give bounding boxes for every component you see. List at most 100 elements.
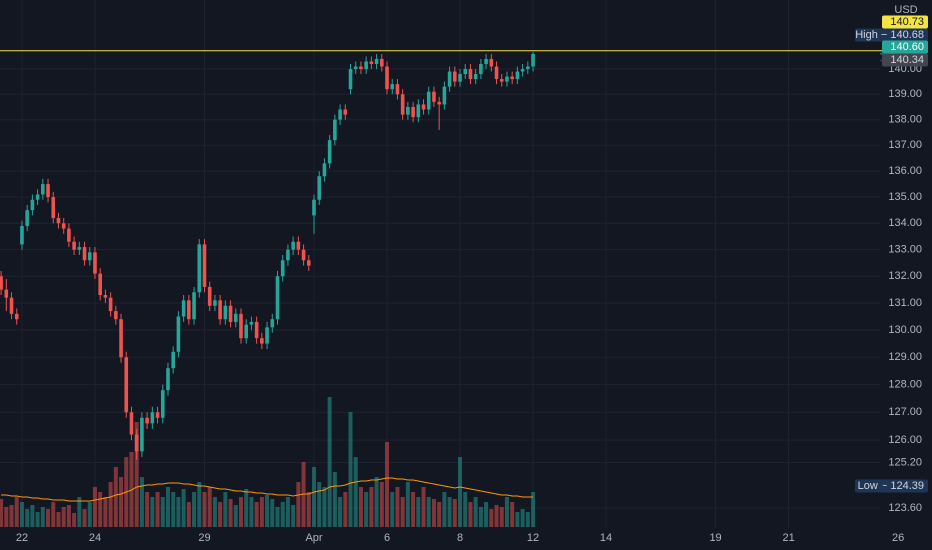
candle-body: [442, 86, 447, 105]
volume-bar: [150, 497, 155, 527]
volume-bar: [525, 512, 530, 527]
volume-bar: [82, 509, 87, 527]
candle-body: [479, 63, 483, 75]
candle-body: [400, 94, 405, 115]
volume-bar: [332, 472, 337, 527]
volume-bar: [134, 422, 139, 527]
volume-bar: [327, 397, 332, 527]
candle-body: [301, 249, 306, 261]
candle-body: [155, 412, 160, 418]
volume-bar: [374, 477, 379, 527]
candle-body: [145, 417, 149, 424]
x-tick-label: 6: [384, 532, 390, 544]
volume-bar: [489, 509, 494, 527]
y-tick-label: 129.00: [888, 351, 922, 363]
volume-bar: [426, 497, 431, 527]
candle-body: [411, 106, 415, 118]
volume-bar: [306, 492, 311, 527]
y-tick-label: 137.00: [888, 139, 922, 151]
candle-body: [327, 140, 332, 164]
volume-bar: [103, 497, 108, 527]
volume-bar: [186, 502, 191, 527]
candle-body: [390, 84, 395, 90]
volume-bar: [51, 502, 56, 527]
candle-body: [140, 417, 144, 452]
candle-body: [192, 292, 196, 320]
volume-bar: [238, 497, 243, 527]
candle-body: [171, 351, 175, 369]
candle-body: [249, 321, 254, 325]
candle-body: [526, 66, 530, 70]
y-tick-label: 138.00: [888, 114, 922, 126]
volume-bar: [77, 497, 82, 527]
candle-body: [510, 76, 514, 80]
volume-bar: [390, 492, 395, 527]
x-tick-label: 19: [709, 532, 721, 544]
candle-body: [87, 252, 92, 261]
candle-body: [286, 249, 290, 261]
volume-bar: [379, 482, 384, 527]
volume-bar: [181, 489, 186, 527]
price-tag-bg: [882, 15, 928, 29]
volume-bar: [98, 492, 103, 527]
candle-body: [348, 69, 353, 90]
volume-bar: [14, 497, 19, 527]
candle-body: [35, 194, 40, 200]
candle-body: [317, 176, 322, 200]
volume-bar: [385, 442, 390, 527]
candle-body: [72, 241, 76, 250]
volume-bar: [87, 502, 92, 527]
candle-body: [14, 313, 19, 320]
x-tick-label: 8: [457, 532, 463, 544]
x-tick-label: 12: [527, 532, 539, 544]
volume-bar: [463, 492, 468, 527]
candle-body: [82, 247, 87, 261]
candle-body: [134, 434, 139, 452]
volume-bar: [46, 509, 51, 527]
volume-bar: [447, 497, 452, 527]
volume-bar: [478, 507, 483, 527]
volume-bar: [113, 467, 118, 527]
volume-bar: [416, 497, 421, 527]
price-tag: 140.73: [890, 16, 924, 28]
x-tick-label: 29: [198, 532, 210, 544]
volume-bar: [145, 492, 150, 527]
candle-body: [218, 300, 222, 320]
volume-bar: [233, 505, 238, 527]
candle-body: [181, 300, 186, 317]
volume-bar: [338, 497, 343, 527]
price-tag-bg: [855, 479, 928, 493]
volume-bar: [72, 513, 77, 527]
y-tick-label: 139.00: [888, 88, 922, 100]
candle-body: [369, 61, 374, 64]
volume-bar: [197, 482, 202, 527]
volume-bar: [4, 507, 9, 527]
volume-bar: [19, 502, 24, 527]
volume-bar: [108, 482, 113, 527]
volume-bar: [473, 497, 478, 527]
volume-bar: [343, 492, 348, 527]
candle-body: [265, 327, 269, 344]
candle-body: [484, 58, 488, 64]
volume-bar: [66, 505, 71, 527]
y-tick-label: 128.00: [888, 379, 922, 391]
volume-bar: [192, 492, 197, 527]
volume-bar: [531, 492, 536, 527]
volume-bar: [40, 507, 45, 527]
candle-body: [291, 241, 295, 250]
candle-body: [51, 197, 56, 219]
y-tick-label: 132.00: [888, 270, 922, 282]
volume-bar: [411, 492, 416, 527]
volume-bar: [468, 502, 473, 527]
y-tick-label: 123.60: [888, 502, 922, 514]
volume-bar: [353, 457, 358, 527]
volume-bar: [317, 482, 322, 527]
candle-body: [296, 241, 301, 250]
volume-bar: [296, 482, 301, 527]
volume-bar: [119, 477, 124, 527]
volume-bar: [312, 467, 317, 527]
volume-bar: [520, 509, 525, 527]
candle-body: [306, 260, 311, 266]
candle-body: [359, 66, 363, 70]
